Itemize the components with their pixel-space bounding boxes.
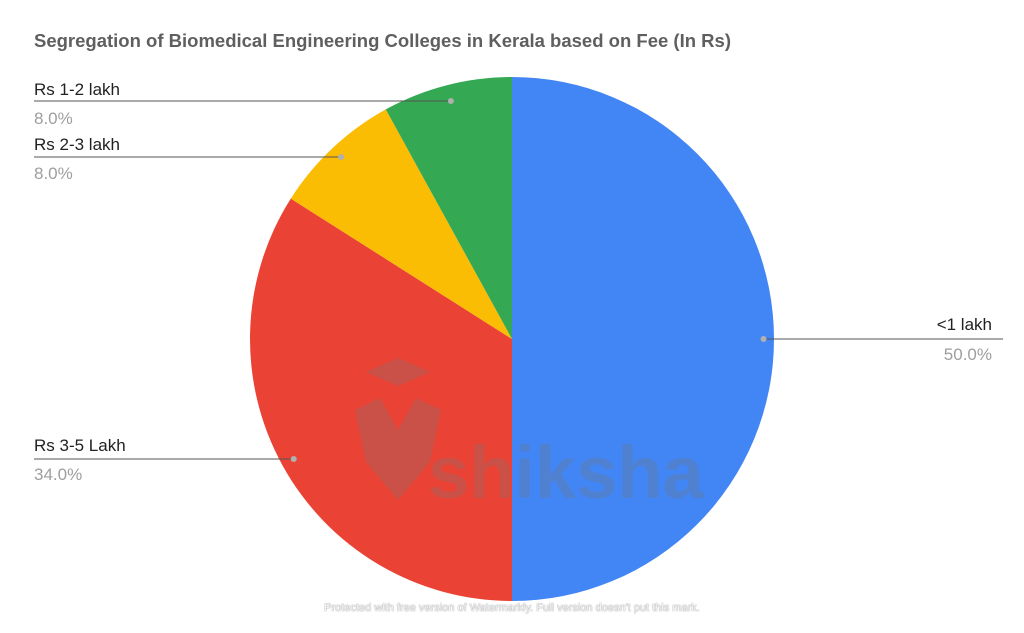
slice-label: Rs 1-2 lakh (34, 80, 120, 99)
footer-note: Protected with free version of Watermark… (324, 602, 700, 614)
watermark-logo: shiksha (355, 358, 704, 514)
slice-percent-label: 34.0% (34, 465, 82, 484)
chart-title: Segregation of Biomedical Engineering Co… (34, 30, 731, 51)
leader-dot (760, 336, 767, 342)
slice-labels: <1 lakh 50.0% Rs 3-5 Lakh 34.0% Rs 2-3 lakh 8… (34, 80, 1003, 484)
pie-slices (250, 77, 774, 601)
pie-slice (512, 77, 774, 601)
watermark-shield-icon (355, 398, 441, 500)
slice-percent-label: 8.0% (34, 164, 73, 183)
slice-label: Rs 3-5 Lakh (34, 436, 126, 455)
slice-percent-label: 8.0% (34, 109, 73, 128)
leader-dot (338, 154, 345, 160)
slice-label: Rs 2-3 lakh (34, 135, 120, 154)
watermark-text: shiksha (428, 431, 704, 514)
leader-dot (290, 456, 297, 462)
slice-label: <1 lakh (937, 315, 992, 334)
slice-percent-label: 50.0% (944, 345, 992, 364)
pie-slice (250, 198, 512, 601)
pie-slice (385, 77, 512, 339)
pie-slice (290, 109, 512, 339)
watermark-cap-icon (366, 358, 430, 386)
leader-dot (447, 98, 454, 104)
